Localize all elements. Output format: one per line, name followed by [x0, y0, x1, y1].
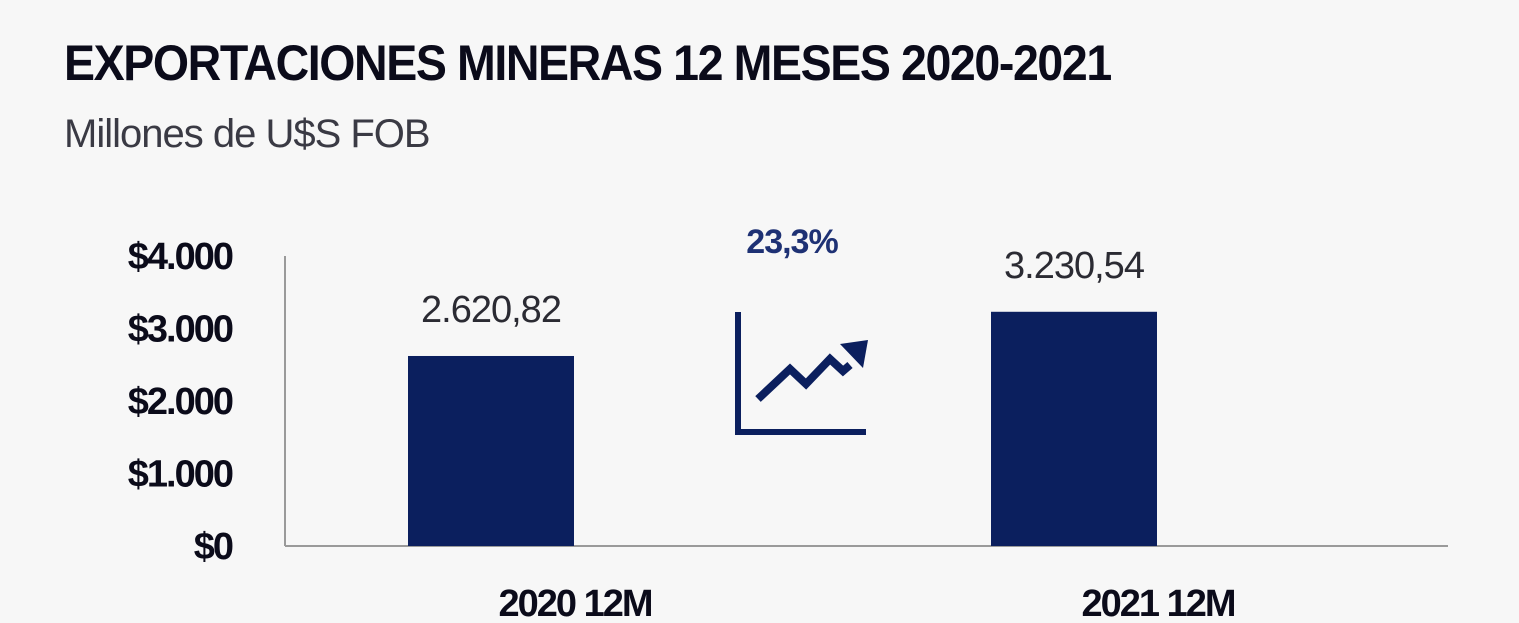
bar — [991, 311, 1157, 546]
bar-value-label: 2.620,82 — [421, 289, 561, 331]
y-tick-label: $1.000 — [128, 454, 233, 496]
growth-percentage-label: 23,3% — [746, 223, 838, 261]
bar — [408, 355, 574, 546]
data-labels: 2.620,82 3.230,54 — [421, 245, 1146, 331]
y-tick-label: $4.000 — [128, 236, 233, 278]
y-tick-label: $2.000 — [128, 381, 233, 423]
chart-subtitle: Millones de U$S FOB — [64, 112, 431, 156]
bar-value-label: 3.230,54 — [1004, 245, 1145, 287]
y-tick-label: $3.000 — [128, 309, 233, 351]
chart-title: EXPORTACIONES MINERAS 12 MESES 2020-2021 — [64, 35, 1112, 91]
category-labels: 2020 12M 2021 12M — [498, 583, 1236, 623]
bars — [408, 311, 1157, 546]
y-tick-label: $0 — [194, 526, 233, 568]
category-label: 2020 12M — [498, 583, 651, 623]
growth-chart-arrow-icon — [735, 312, 868, 435]
category-label: 2021 12M — [1081, 583, 1234, 623]
y-axis-ticks: $0 $1.000 $2.000 $3.000 $4.000 — [128, 236, 235, 568]
